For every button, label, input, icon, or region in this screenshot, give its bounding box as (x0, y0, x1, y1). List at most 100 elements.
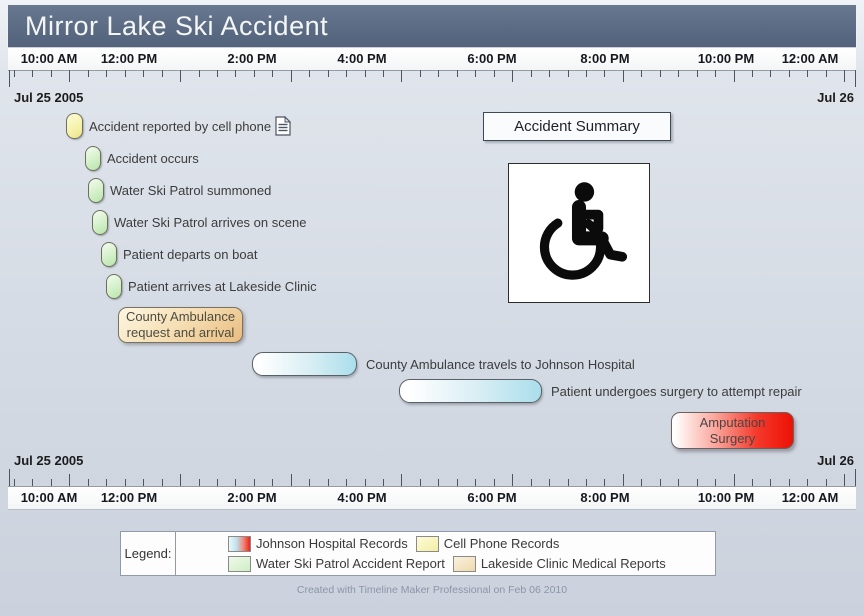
axis-tick (770, 479, 772, 486)
axis-tick (87, 70, 89, 77)
axis-boundary-line (8, 70, 10, 87)
legend-row: Johnson Hospital Records Cell Phone Reco… (228, 534, 674, 553)
axis-tick (106, 479, 108, 486)
axis-time-label: 10:00 PM (697, 51, 755, 66)
axis-tick (807, 70, 809, 77)
axis-time-label: 6:00 PM (467, 490, 517, 505)
axis-tick (752, 479, 753, 486)
axis-tick (512, 70, 514, 82)
axis-tick (143, 479, 145, 486)
axis-tick (530, 70, 532, 77)
axis-tick (253, 70, 255, 77)
axis-tick (585, 479, 587, 486)
axis-tick (161, 479, 163, 486)
axis-tick (752, 70, 753, 77)
axis-tick (733, 474, 735, 486)
axis-tick (383, 70, 384, 77)
legend-item-label: Water Ski Patrol Accident Report (256, 556, 445, 571)
axis-tick (106, 70, 108, 77)
axis-tick (715, 70, 717, 77)
axis-tick (419, 70, 421, 77)
axis-tick (438, 479, 440, 486)
axis-tick (678, 70, 680, 77)
document-icon (275, 116, 292, 136)
start-date-label: Jul 25 2005 (14, 453, 84, 468)
axis-time-label: 8:00 PM (580, 51, 630, 66)
axis-tick (346, 479, 348, 486)
end-date-label: Jul 26 (817, 453, 854, 468)
bottom-axis-strip: 10:00 AM 12:00 PM 2:00 PM 4:00 PM 6:00 P… (8, 486, 856, 510)
wheelchair-icon (539, 182, 628, 280)
axis-tick (549, 479, 551, 486)
axis-tick (567, 70, 569, 77)
axis-boundary-line (854, 469, 856, 486)
accident-summary-box: Accident Summary (483, 112, 671, 141)
axis-tick (475, 479, 477, 486)
axis-tick (14, 70, 15, 77)
axis-tick (659, 70, 661, 77)
axis-tick (696, 70, 698, 77)
axis-time-label: 4:00 PM (337, 51, 387, 66)
axis-tick (475, 70, 477, 77)
axis-tick (585, 70, 587, 77)
event-marker-green (88, 178, 104, 203)
event-marker-yellow (66, 113, 83, 139)
axis-tick (69, 474, 71, 486)
event-label: Patient arrives at Lakeside Clinic (128, 279, 317, 294)
end-date-label: Jul 26 (817, 90, 854, 105)
event-patient-arrives-clinic: Patient arrives at Lakeside Clinic (106, 274, 317, 299)
event-marker-green (85, 146, 101, 171)
axis-tick (788, 479, 790, 486)
axis-tick (216, 479, 218, 486)
event-label: Accident occurs (107, 151, 199, 166)
axis-tick (807, 479, 809, 486)
axis-tick (124, 479, 126, 486)
axis-boundary-line (8, 469, 10, 486)
axis-tick (512, 474, 514, 486)
legend-box: Legend: Johnson Hospital Records Cell Ph… (120, 531, 716, 576)
axis-time-label: 12:00 AM (781, 490, 839, 505)
axis-tick (69, 70, 71, 82)
event-label-line1: Amputation (699, 414, 766, 430)
axis-tick (198, 70, 200, 77)
axis-tick (309, 70, 311, 77)
axis-tick (87, 479, 89, 486)
event-marker-green (101, 242, 117, 267)
axis-tick (696, 479, 698, 486)
legend-swatch-cellphone (415, 535, 439, 552)
axis-time-label: 10:00 PM (697, 490, 755, 505)
page-title: Mirror Lake Ski Accident (25, 10, 329, 41)
axis-tick (844, 474, 846, 486)
axis-tick (143, 70, 145, 77)
axis-tick (32, 70, 34, 77)
axis-tick (678, 479, 680, 486)
legend-item-label: Cell Phone Records (443, 536, 560, 551)
event-accident-reported: Accident reported by cell phone (66, 113, 292, 139)
accident-summary-label: Accident Summary (514, 118, 640, 135)
axis-tick (198, 479, 200, 486)
axis-tick (309, 479, 311, 486)
axis-tick (622, 70, 624, 82)
axis-tick (383, 479, 384, 486)
event-label: Water Ski Patrol summoned (110, 183, 272, 198)
axis-tick (401, 70, 403, 82)
axis-tick (604, 70, 606, 77)
event-label-line1: County Ambulance (125, 309, 236, 324)
axis-tick (438, 70, 440, 77)
event-duration-bar (399, 379, 542, 403)
event-duration-bar (252, 352, 357, 376)
axis-tick (272, 70, 274, 77)
axis-tick (530, 479, 532, 486)
axis-time-label: 12:00 PM (100, 490, 158, 505)
axis-tick (715, 479, 717, 486)
axis-tick (235, 479, 237, 486)
axis-tick (216, 70, 218, 77)
axis-time-label: 8:00 PM (580, 490, 630, 505)
axis-tick (549, 70, 551, 77)
event-surgery-repair: Patient undergoes surgery to attempt rep… (399, 379, 802, 403)
legend-item-label: Johnson Hospital Records (256, 536, 408, 551)
event-label: Accident reported by cell phone (89, 118, 272, 134)
axis-tick (272, 479, 274, 486)
axis-time-label: 12:00 PM (100, 51, 158, 66)
